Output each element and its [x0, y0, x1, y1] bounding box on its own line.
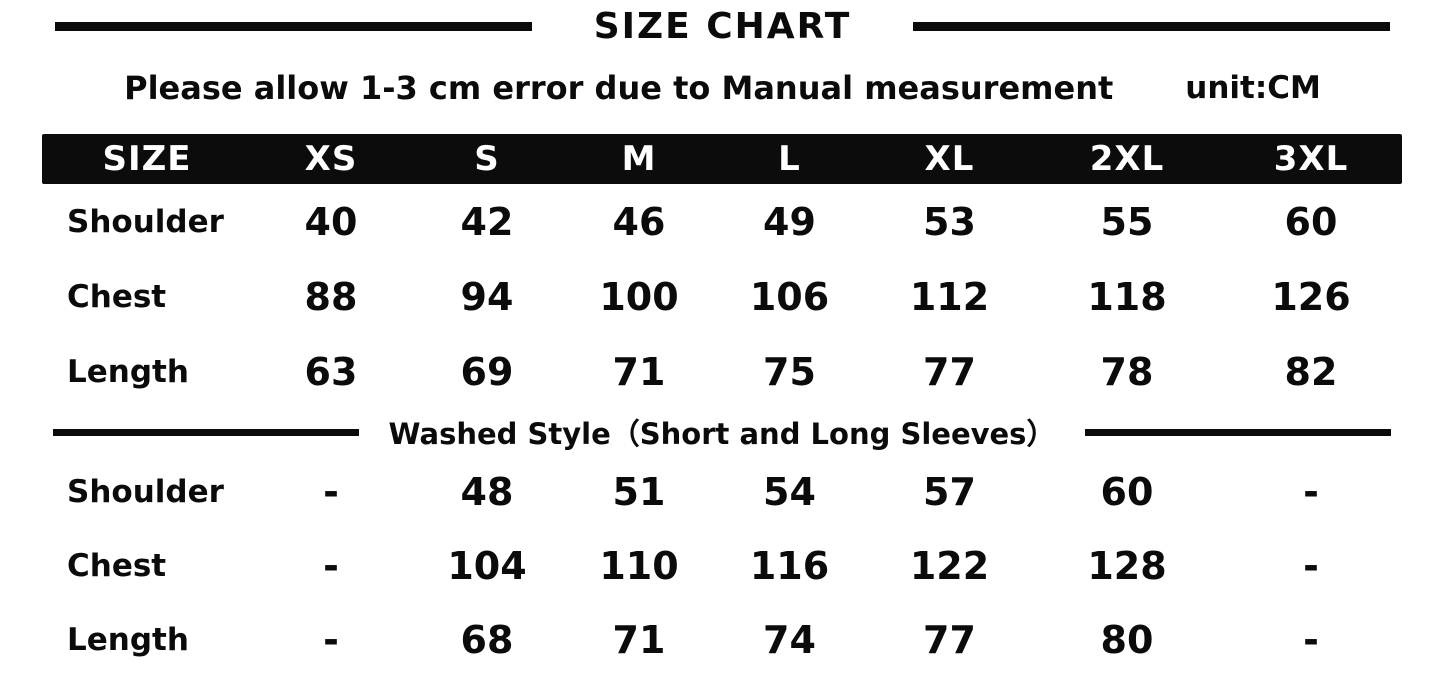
- value-cell: -: [323, 470, 339, 514]
- value-cell: 55: [1100, 199, 1154, 244]
- value-cell: -: [323, 544, 339, 588]
- value-cell: -: [1303, 470, 1319, 514]
- value-cell: 51: [612, 470, 666, 514]
- header-cell-3xl: 3XL: [1273, 139, 1349, 179]
- title-rule-left: [55, 21, 532, 31]
- divider-rule-left: [53, 428, 359, 436]
- value-cell: 71: [612, 618, 666, 662]
- value-cell: 46: [612, 199, 666, 244]
- value-cell: -: [1303, 544, 1319, 588]
- value-cell: 106: [749, 274, 830, 319]
- value-cell: 112: [909, 274, 990, 319]
- value-cell: 82: [1284, 349, 1338, 394]
- value-cell: 110: [599, 544, 679, 588]
- row-label: Length: [67, 622, 189, 658]
- value-cell: 60: [1284, 199, 1338, 244]
- value-cell: 48: [460, 470, 514, 514]
- washed-style-divider: Washed Style（Short and Long Sleeves）: [53, 409, 1391, 455]
- value-cell: 57: [923, 470, 976, 514]
- washed-style-rows: Shoulder - 48 51 54 57 60 - Chest - 104 110 116 122 12…: [42, 455, 1402, 677]
- title-rule-right: [913, 21, 1390, 31]
- value-cell: 104: [447, 544, 527, 588]
- value-cell: 80: [1100, 618, 1154, 662]
- measurement-note: Please allow 1-3 cm error due to Manual …: [124, 69, 1114, 107]
- value-cell: 118: [1087, 274, 1167, 319]
- unit-label: unit:CM: [1185, 70, 1321, 106]
- value-cell: 116: [749, 544, 830, 588]
- row-label: Shoulder: [67, 203, 224, 240]
- value-cell: 54: [763, 470, 816, 514]
- header-cell-xs: XS: [304, 139, 358, 179]
- value-cell: 60: [1100, 470, 1154, 514]
- value-cell: 78: [1100, 349, 1154, 394]
- value-cell: 75: [763, 349, 816, 394]
- subtitle-row: Please allow 1-3 cm error due to Manual …: [0, 68, 1445, 108]
- row-label: Length: [67, 353, 189, 390]
- value-cell: 77: [923, 618, 976, 662]
- header-cell-size: SIZE: [102, 139, 192, 179]
- regular-style-rows: Shoulder 40 42 46 49 53 55 60 Chest 88 94 100 106 112…: [42, 184, 1402, 409]
- value-cell: 74: [763, 618, 816, 662]
- size-table-header: SIZE XS S M L XL 2XL 3XL: [42, 134, 1402, 184]
- value-cell: 53: [923, 199, 976, 244]
- divider-rule-right: [1085, 428, 1391, 436]
- value-cell: -: [1303, 618, 1319, 662]
- page-title: SIZE CHART: [593, 5, 852, 47]
- value-cell: 42: [460, 199, 514, 244]
- value-cell: 40: [304, 199, 358, 244]
- row-label: Chest: [67, 548, 167, 584]
- value-cell: -: [323, 618, 339, 662]
- value-cell: 71: [612, 349, 666, 394]
- header-cell-m: M: [621, 139, 657, 179]
- value-cell: 77: [923, 349, 976, 394]
- value-cell: 100: [599, 274, 679, 319]
- title-row: SIZE CHART: [55, 5, 1390, 47]
- washed-style-heading: Washed Style（Short and Long Sleeves）: [388, 417, 1056, 451]
- value-cell: 63: [304, 349, 358, 394]
- value-cell: 88: [304, 274, 358, 319]
- value-cell: 128: [1087, 544, 1167, 588]
- header-cell-l: L: [778, 139, 801, 179]
- size-table: SIZE XS S M L XL 2XL 3XL Shoulder 40 42 46 4…: [42, 134, 1402, 677]
- row-label: Shoulder: [67, 474, 224, 510]
- header-cell-2xl: 2XL: [1089, 139, 1165, 179]
- header-cell-xl: XL: [924, 139, 975, 179]
- value-cell: 122: [909, 544, 990, 588]
- value-cell: 94: [460, 274, 514, 319]
- value-cell: 69: [460, 349, 514, 394]
- value-cell: 68: [460, 618, 514, 662]
- value-cell: 49: [763, 199, 816, 244]
- value-cell: 126: [1271, 274, 1351, 319]
- header-cell-s: S: [474, 139, 500, 179]
- row-label: Chest: [67, 278, 167, 315]
